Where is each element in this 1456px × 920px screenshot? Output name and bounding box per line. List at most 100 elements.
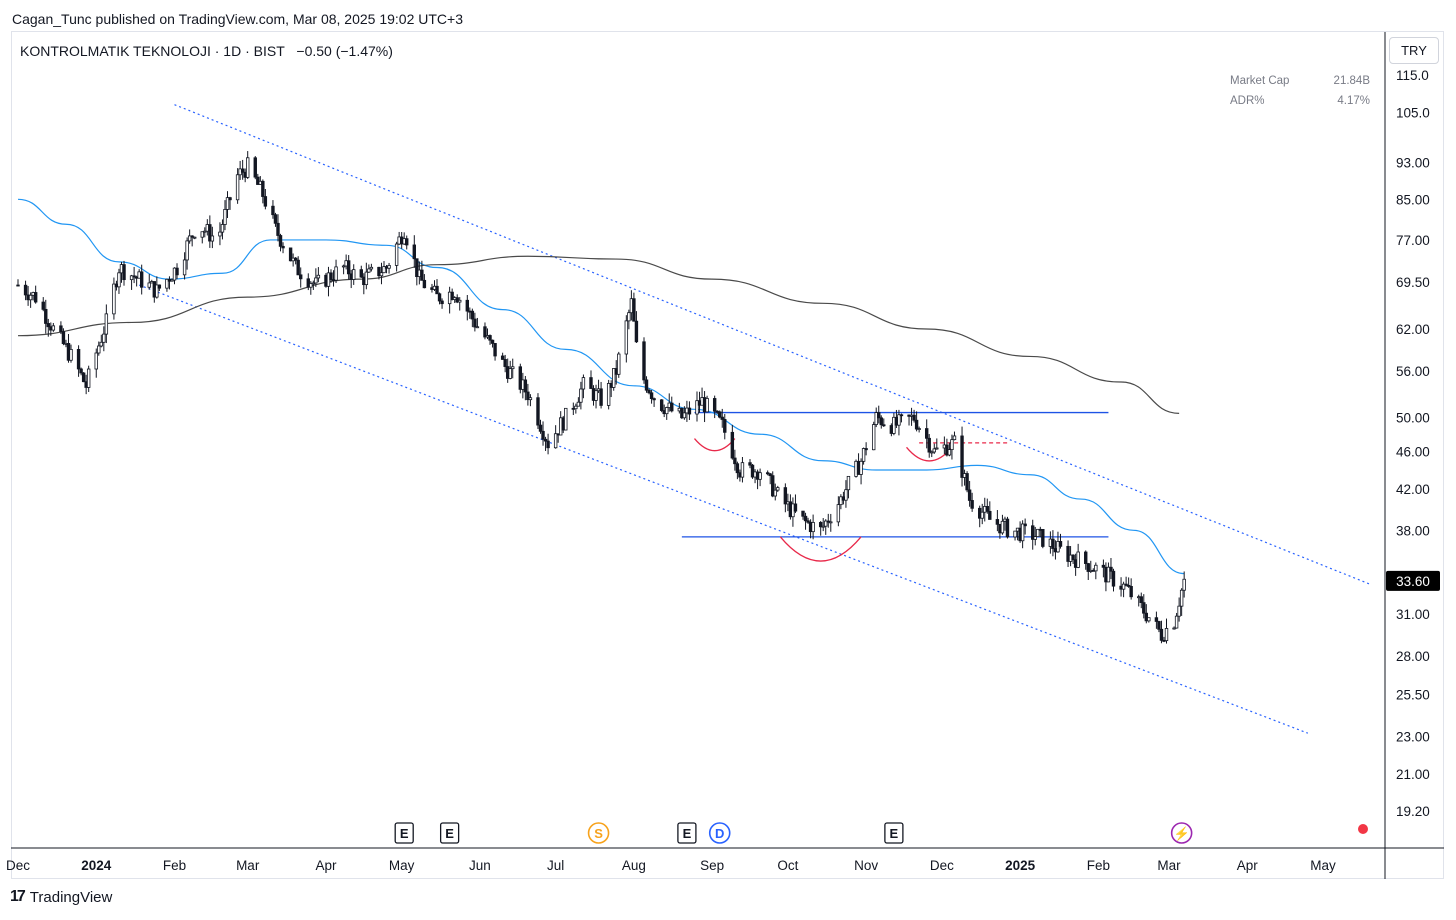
candle-body	[139, 271, 144, 288]
candle-body	[1129, 586, 1133, 598]
y-tick-label: 46.00	[1396, 445, 1430, 460]
candle-body	[450, 291, 454, 300]
y-tick-label: 105.0	[1396, 105, 1430, 120]
candle-body	[589, 377, 593, 389]
last-price-tag	[1386, 570, 1440, 591]
tradingview-logo-icon: 17	[10, 888, 26, 905]
candle-body	[861, 448, 866, 462]
candle-body	[801, 510, 805, 517]
candle-body	[187, 235, 192, 242]
candle-body	[665, 407, 669, 415]
x-tick-label: 2024	[81, 858, 112, 873]
candle-body	[579, 388, 583, 403]
candle-body	[1106, 566, 1111, 583]
candle-body	[511, 366, 515, 370]
candle-body	[695, 400, 699, 415]
y-tick-label: 21.00	[1396, 767, 1430, 782]
candle-body	[359, 269, 363, 278]
x-tick-label: Jul	[547, 858, 564, 873]
split-marker[interactable]	[587, 822, 610, 844]
moving-average-slow	[17, 255, 1180, 414]
candle-body	[306, 278, 310, 288]
stat-value: 21.84B	[1333, 75, 1370, 87]
candle-body	[824, 520, 828, 527]
earnings-marker[interactable]	[677, 822, 697, 844]
candle-body	[821, 525, 825, 528]
x-tick-label: Feb	[163, 858, 186, 873]
candle-body	[1020, 523, 1025, 542]
candle-body	[1076, 551, 1080, 568]
candle-body	[1031, 525, 1035, 540]
candle-body	[276, 222, 280, 236]
earnings-marker[interactable]	[439, 822, 460, 844]
candle-body	[1164, 628, 1169, 642]
candle-body	[41, 301, 45, 310]
candle-body	[59, 325, 63, 333]
candle-body	[523, 379, 528, 393]
candle-body	[470, 310, 475, 320]
footer-brand[interactable]: 17 TradingView	[10, 888, 112, 906]
candle-body	[687, 407, 692, 415]
candle-body	[299, 274, 303, 280]
candle-body	[730, 431, 735, 459]
candle-body	[1177, 605, 1181, 617]
candle-body	[793, 503, 798, 512]
candle-body	[1144, 612, 1149, 622]
candle-body	[952, 435, 957, 441]
candle-body	[806, 520, 810, 523]
candle-body	[967, 489, 972, 501]
candle-body	[16, 284, 20, 287]
x-tick-label: May	[389, 858, 415, 873]
candle-body	[1121, 583, 1126, 590]
candle-body	[627, 312, 631, 322]
candle-body	[203, 230, 207, 233]
stat-row-market-cap: Market Cap 21.84B	[1230, 71, 1370, 91]
candle-body	[652, 398, 656, 401]
candle-body	[316, 274, 321, 279]
candle-body	[1023, 523, 1027, 527]
candle-body	[278, 235, 283, 247]
candle-body	[377, 266, 381, 277]
candle-body	[581, 377, 586, 390]
event-marker-label: S	[594, 826, 603, 841]
candle-body	[649, 392, 654, 400]
event-marker-label: ⚡	[1174, 826, 1190, 842]
candle-body	[235, 174, 240, 201]
candle-body	[765, 472, 770, 475]
event-marker-label: E	[445, 826, 454, 841]
candle-body	[518, 366, 523, 390]
candle-body	[829, 521, 833, 524]
candle-body	[528, 397, 533, 401]
x-tick-label: Mar	[236, 858, 260, 873]
event-marker-label: E	[683, 826, 692, 841]
candle-body	[223, 209, 227, 225]
candle-body	[465, 299, 470, 312]
candle-body	[670, 402, 674, 412]
earnings-marker[interactable]	[884, 822, 904, 844]
dividend-marker[interactable]	[708, 822, 731, 844]
candle-body	[185, 240, 189, 261]
candle-body	[261, 180, 265, 197]
x-tick-label: Sep	[700, 858, 724, 873]
candle-body	[437, 293, 442, 302]
candle-body	[1139, 596, 1143, 603]
candle-body	[543, 438, 548, 442]
candle-body	[240, 168, 245, 173]
candle-body	[1126, 584, 1131, 587]
y-tick-label: 50.00	[1396, 410, 1430, 425]
currency-button[interactable]: TRY	[1389, 37, 1439, 64]
candle-body	[69, 348, 73, 361]
candle-body	[288, 247, 293, 262]
candle-body	[859, 460, 863, 475]
alert-dot-icon[interactable]	[1358, 824, 1368, 834]
y-tick-label: 69.50	[1396, 275, 1430, 290]
flash-marker-icon[interactable]	[1170, 822, 1193, 844]
y-tick-label: 115.0	[1396, 68, 1429, 83]
earnings-marker[interactable]	[394, 822, 414, 844]
candle-body	[874, 412, 878, 426]
candle-body	[412, 244, 416, 260]
candle-body	[175, 267, 179, 276]
candle-body	[965, 473, 969, 491]
x-tick-label: Aug	[622, 858, 646, 873]
